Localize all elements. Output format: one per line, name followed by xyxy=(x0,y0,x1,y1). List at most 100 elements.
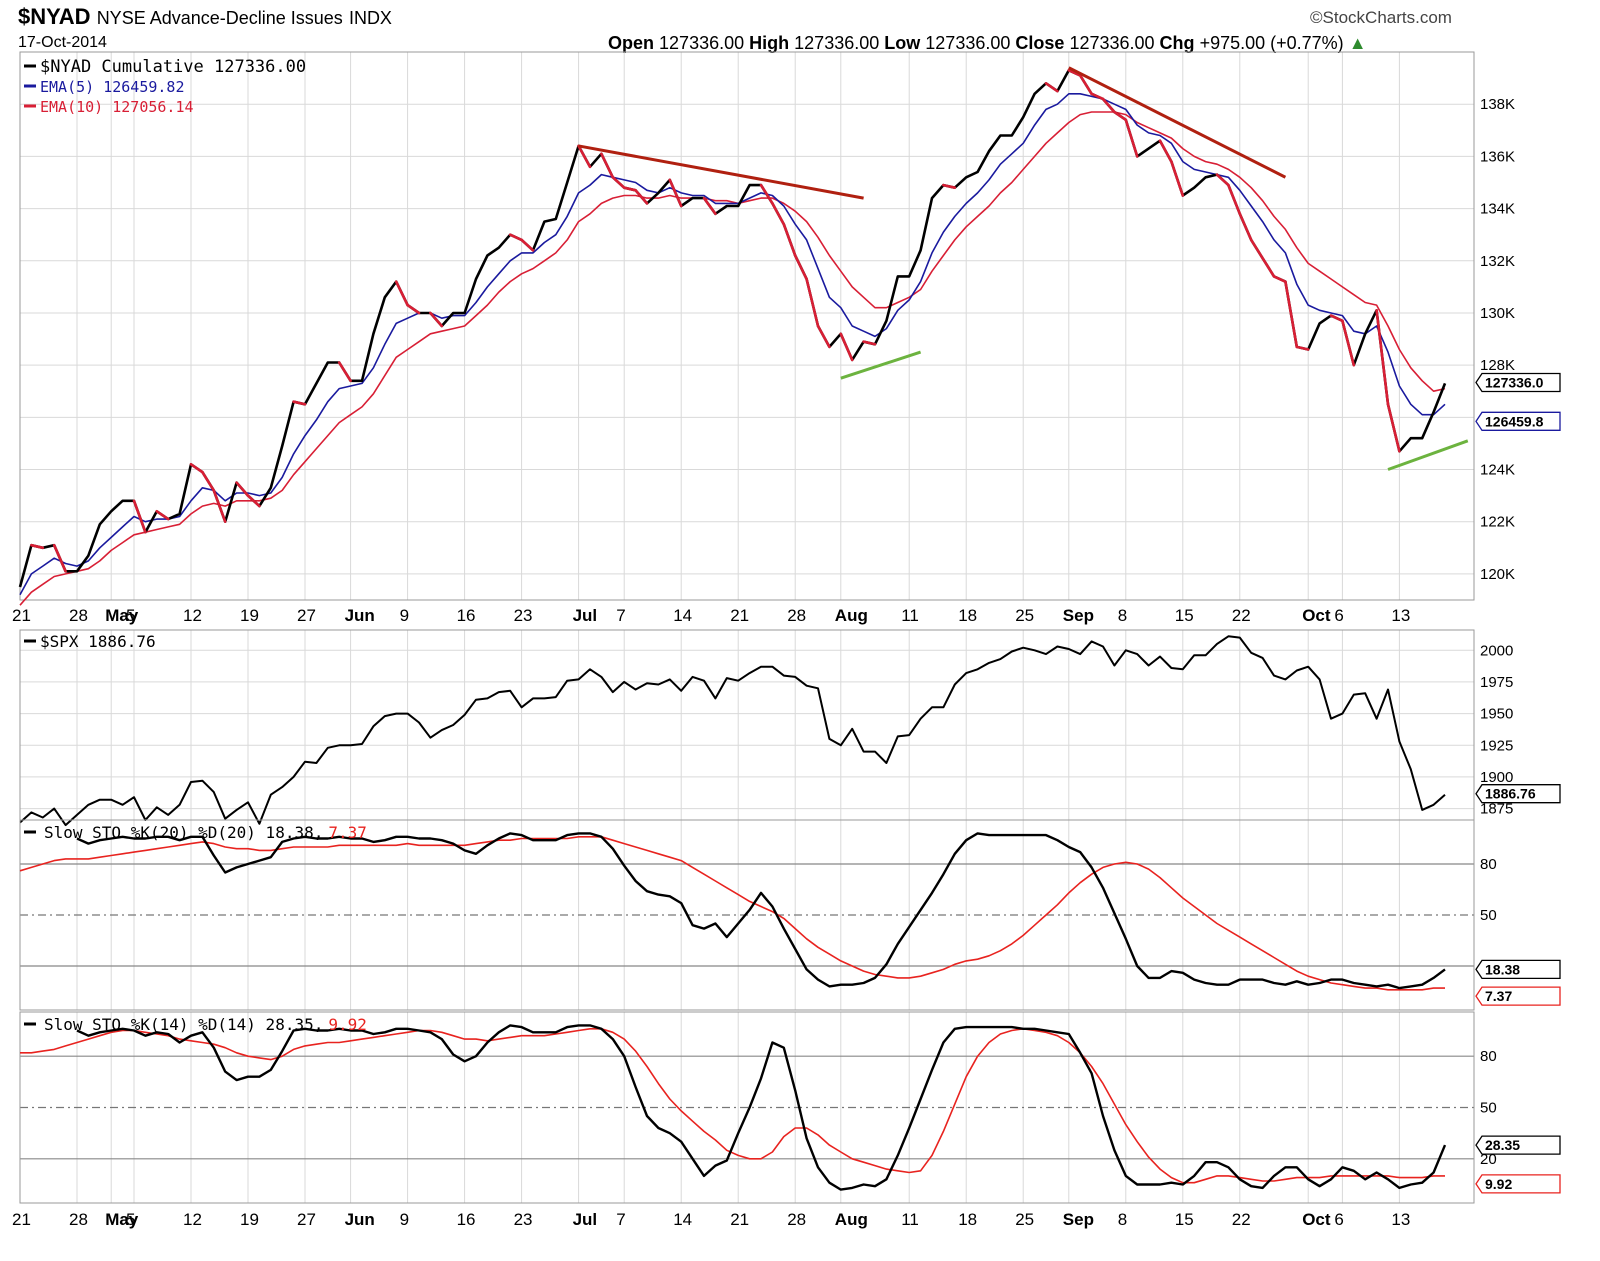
nyad-down-segment xyxy=(132,499,147,534)
sto14-d-line xyxy=(20,1028,1445,1184)
sto14-k-tag: 28.35 xyxy=(1475,1135,1561,1155)
nyad-down-segment xyxy=(30,543,45,550)
chart-title: $NYAD NYSE Advance-Decline Issues INDX xyxy=(18,4,392,30)
low-value: 127336.00 xyxy=(925,33,1011,53)
sto14-k-line xyxy=(76,1024,1447,1191)
x-tick-label: 27 xyxy=(297,1210,316,1229)
nyad-down-segment xyxy=(600,152,615,179)
nyad-down-segment xyxy=(508,233,523,242)
open-label: Open xyxy=(608,33,655,53)
nyad-down-segment xyxy=(1375,309,1390,406)
x-tick-label: 8 xyxy=(1118,1210,1127,1229)
spx-line xyxy=(19,635,1446,827)
symbol: $NYAD xyxy=(18,4,91,29)
nyad-down-segment xyxy=(1124,118,1139,158)
nyad-down-segment xyxy=(246,494,261,508)
nyad-down-segment xyxy=(577,144,592,169)
security-name: NYSE Advance-Decline Issues xyxy=(96,8,343,28)
y-tick-label: 1950 xyxy=(1480,706,1513,723)
nyad-down-segment xyxy=(337,361,352,383)
x-tick-label: 27 xyxy=(297,606,316,625)
y-tick-label: 130K xyxy=(1480,305,1515,322)
nyad-down-segment xyxy=(1067,68,1082,77)
high-label: High xyxy=(749,33,790,53)
x-tick-label: 28 xyxy=(69,1210,88,1229)
nyad-down-segment xyxy=(816,324,831,349)
y-tick-label: 1900 xyxy=(1480,769,1513,786)
x-tick-label: 12 xyxy=(183,606,202,625)
x-tick-label: Jul xyxy=(573,1210,598,1229)
sto20-d-tag: 7.37 xyxy=(1475,986,1561,1006)
nyad-down-segment xyxy=(782,222,797,257)
legend-entry: EMA(5) 126459.82 xyxy=(40,78,185,96)
x-tick-label: 18 xyxy=(958,606,977,625)
y-tick-label: 80 xyxy=(1480,856,1497,873)
chg-value: +975.00 (+0.77%) xyxy=(1199,33,1344,53)
nyad-down-segment xyxy=(520,238,535,252)
y-tick-label: 1875 xyxy=(1480,801,1513,818)
ema10-line xyxy=(19,111,1446,606)
nyad-down-segment xyxy=(1044,82,1059,93)
nyad-down-segment xyxy=(1078,74,1093,96)
nyad-price-line xyxy=(18,69,1447,588)
chg-label: Chg xyxy=(1159,33,1195,53)
nyad-down-segment xyxy=(1215,173,1230,187)
ema5-last-tag: 126459.8 xyxy=(1475,411,1561,431)
y-tick-label: 128K xyxy=(1480,357,1515,374)
y-tick-label: 122K xyxy=(1480,514,1515,531)
x-tick-label: 11 xyxy=(901,1210,919,1229)
sto20-d-tag-box xyxy=(1475,986,1561,1006)
sto14-k-tag-text: 28.35 xyxy=(1485,1137,1520,1153)
y-tick-label: 1975 xyxy=(1480,674,1513,691)
nyad-down-segment xyxy=(793,254,808,281)
x-tick-label: Sep xyxy=(1063,1210,1094,1229)
chart-date: 17-Oct-2014 xyxy=(18,34,107,51)
x-tick-label: 25 xyxy=(1015,606,1034,625)
x-tick-label: 22 xyxy=(1232,606,1251,625)
nyad-down-segment xyxy=(201,470,216,492)
x-tick-label: 23 xyxy=(514,606,533,625)
nyad-down-segment xyxy=(292,400,307,406)
nyad-down-segment xyxy=(406,303,421,315)
sto20-d-tag-text: 7.37 xyxy=(1485,988,1512,1004)
nyad-down-segment xyxy=(759,183,774,205)
y-tick-label: 138K xyxy=(1480,96,1515,113)
nyad-down-segment xyxy=(394,280,409,307)
nyad-panel-frame xyxy=(19,51,1475,601)
nyad-down-segment xyxy=(1284,280,1299,349)
x-tick-label: 21 xyxy=(730,1210,749,1229)
y-tick-label: 132K xyxy=(1480,253,1515,270)
nyad-down-segment xyxy=(189,463,204,474)
nyad-down-segment xyxy=(668,178,683,208)
sto20-k-line xyxy=(76,832,1446,990)
sto14-legend: Slow STO %K(14) %D(14) 28.35, xyxy=(44,1015,323,1034)
x-tick-label: 8 xyxy=(1118,606,1127,625)
sto14-d-tag: 9.92 xyxy=(1475,1174,1561,1194)
quote-bar: Open 127336.00 High 127336.00 Low 127336… xyxy=(608,33,1367,54)
x-tick-label: 15 xyxy=(1175,1210,1194,1229)
x-tick-label: 21 xyxy=(12,606,31,625)
x-tick-label: 5 xyxy=(126,1210,135,1229)
x-tick-label: 7 xyxy=(616,1210,625,1229)
up-arrow-icon: ▲ xyxy=(1348,33,1367,53)
spx-legend: $SPX 1886.76 xyxy=(40,632,156,651)
y-tick-label: 1925 xyxy=(1480,737,1513,754)
spx-last-tag-text: 1886.76 xyxy=(1485,786,1536,802)
sto20-panel-frame xyxy=(19,819,1475,1011)
x-tick-label: 16 xyxy=(457,606,476,625)
ema5-last-tag-box xyxy=(1475,411,1561,431)
low-label: Low xyxy=(884,33,921,53)
nyad-down-segment xyxy=(771,202,786,226)
x-tick-label: 7 xyxy=(616,606,625,625)
x-tick-label: Aug xyxy=(835,606,868,625)
nyad-down-segment xyxy=(212,489,227,524)
y-tick-label: 50 xyxy=(1480,907,1497,924)
x-tick-label: 9 xyxy=(400,606,409,625)
bullish-trendline xyxy=(1387,439,1469,471)
x-tick-label: 28 xyxy=(787,606,806,625)
nyad-down-segment xyxy=(1261,256,1276,278)
high-value: 127336.00 xyxy=(794,33,880,53)
exchange: INDX xyxy=(348,8,392,28)
x-tick-label: 25 xyxy=(1015,1210,1034,1229)
x-tick-label: 5 xyxy=(126,606,135,625)
